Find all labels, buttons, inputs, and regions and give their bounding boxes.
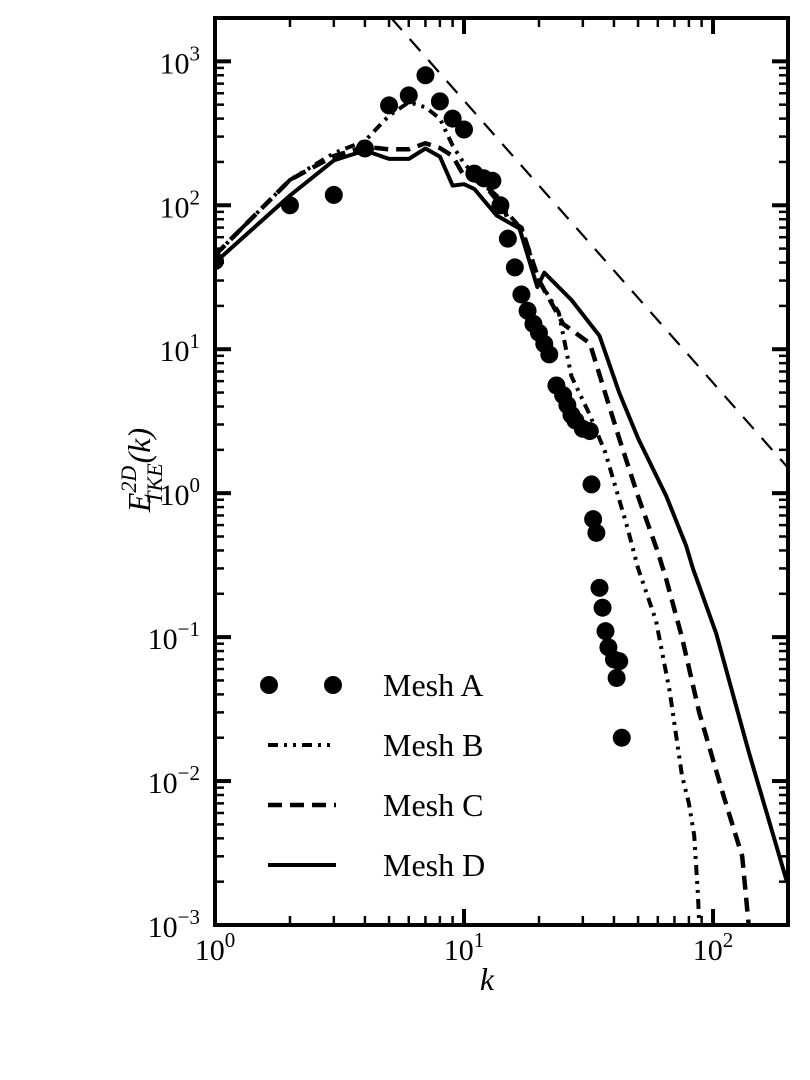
legend-marker-mesh-a	[260, 676, 278, 694]
legend-label-mesh-b: Mesh B	[383, 727, 483, 763]
mesh-a-point	[416, 66, 435, 85]
mesh-a-point	[596, 622, 615, 641]
x-tick-label: 101	[444, 928, 485, 967]
y-tick-label: 103	[160, 41, 201, 80]
axis-ticks	[213, 16, 790, 927]
y-tick-label: 101	[160, 329, 201, 368]
x-tick-label: 102	[693, 928, 734, 967]
plot-area	[215, 18, 788, 925]
mesh-a-point	[593, 598, 612, 617]
y-label-suffix: (k)	[121, 428, 157, 464]
y-tick-label: 10−2	[148, 761, 200, 800]
mesh-a-point	[590, 578, 609, 597]
mesh-a-point	[399, 86, 418, 105]
x-tick-label: 100	[195, 928, 236, 967]
mesh-d-line	[215, 146, 788, 883]
mesh-a-point	[580, 422, 599, 441]
x-axis-label: k	[480, 961, 495, 997]
y-label-sup: 2D	[116, 466, 141, 493]
mesh-a-point	[610, 652, 629, 671]
mesh-a-point	[587, 523, 606, 542]
tick-labels: 100 101 102 103 102 101 100 10−1 10−2 10−3	[148, 41, 734, 967]
reference-slope-line	[390, 18, 788, 469]
legend-label-mesh-c: Mesh C	[383, 787, 483, 823]
mesh-a-point	[582, 475, 601, 494]
legend-label-mesh-d: Mesh D	[383, 847, 485, 883]
y-axis-label: E2DTKE(k)	[116, 428, 167, 513]
mesh-a-point	[584, 510, 603, 529]
mesh-a-point	[612, 728, 631, 747]
series-group	[215, 18, 788, 925]
mesh-a-point	[540, 345, 559, 364]
y-tick-label: 100	[160, 473, 201, 512]
legend-marker-mesh-a	[324, 676, 342, 694]
mesh-a-point	[380, 96, 399, 115]
mesh-a-point	[483, 171, 502, 190]
mesh-a-point	[512, 285, 531, 304]
mesh-a-point	[607, 668, 626, 687]
mesh-a-point	[430, 92, 449, 111]
y-label-base: E	[121, 492, 157, 513]
y-tick-label: 102	[160, 185, 201, 224]
mesh-a-point	[498, 229, 517, 248]
y-label-sub: TKE	[142, 463, 167, 504]
legend: Mesh A Mesh B Mesh C Mesh D	[260, 667, 485, 883]
legend-label-mesh-a: Mesh A	[383, 667, 483, 703]
y-tick-label: 10−3	[148, 905, 200, 944]
mesh-a-point	[443, 109, 462, 128]
mesh-a-point	[505, 258, 524, 277]
plot-frame	[213, 16, 790, 927]
mesh-a-point	[324, 185, 343, 204]
y-tick-label: 10−1	[148, 617, 200, 656]
mesh-a-point	[455, 120, 474, 139]
